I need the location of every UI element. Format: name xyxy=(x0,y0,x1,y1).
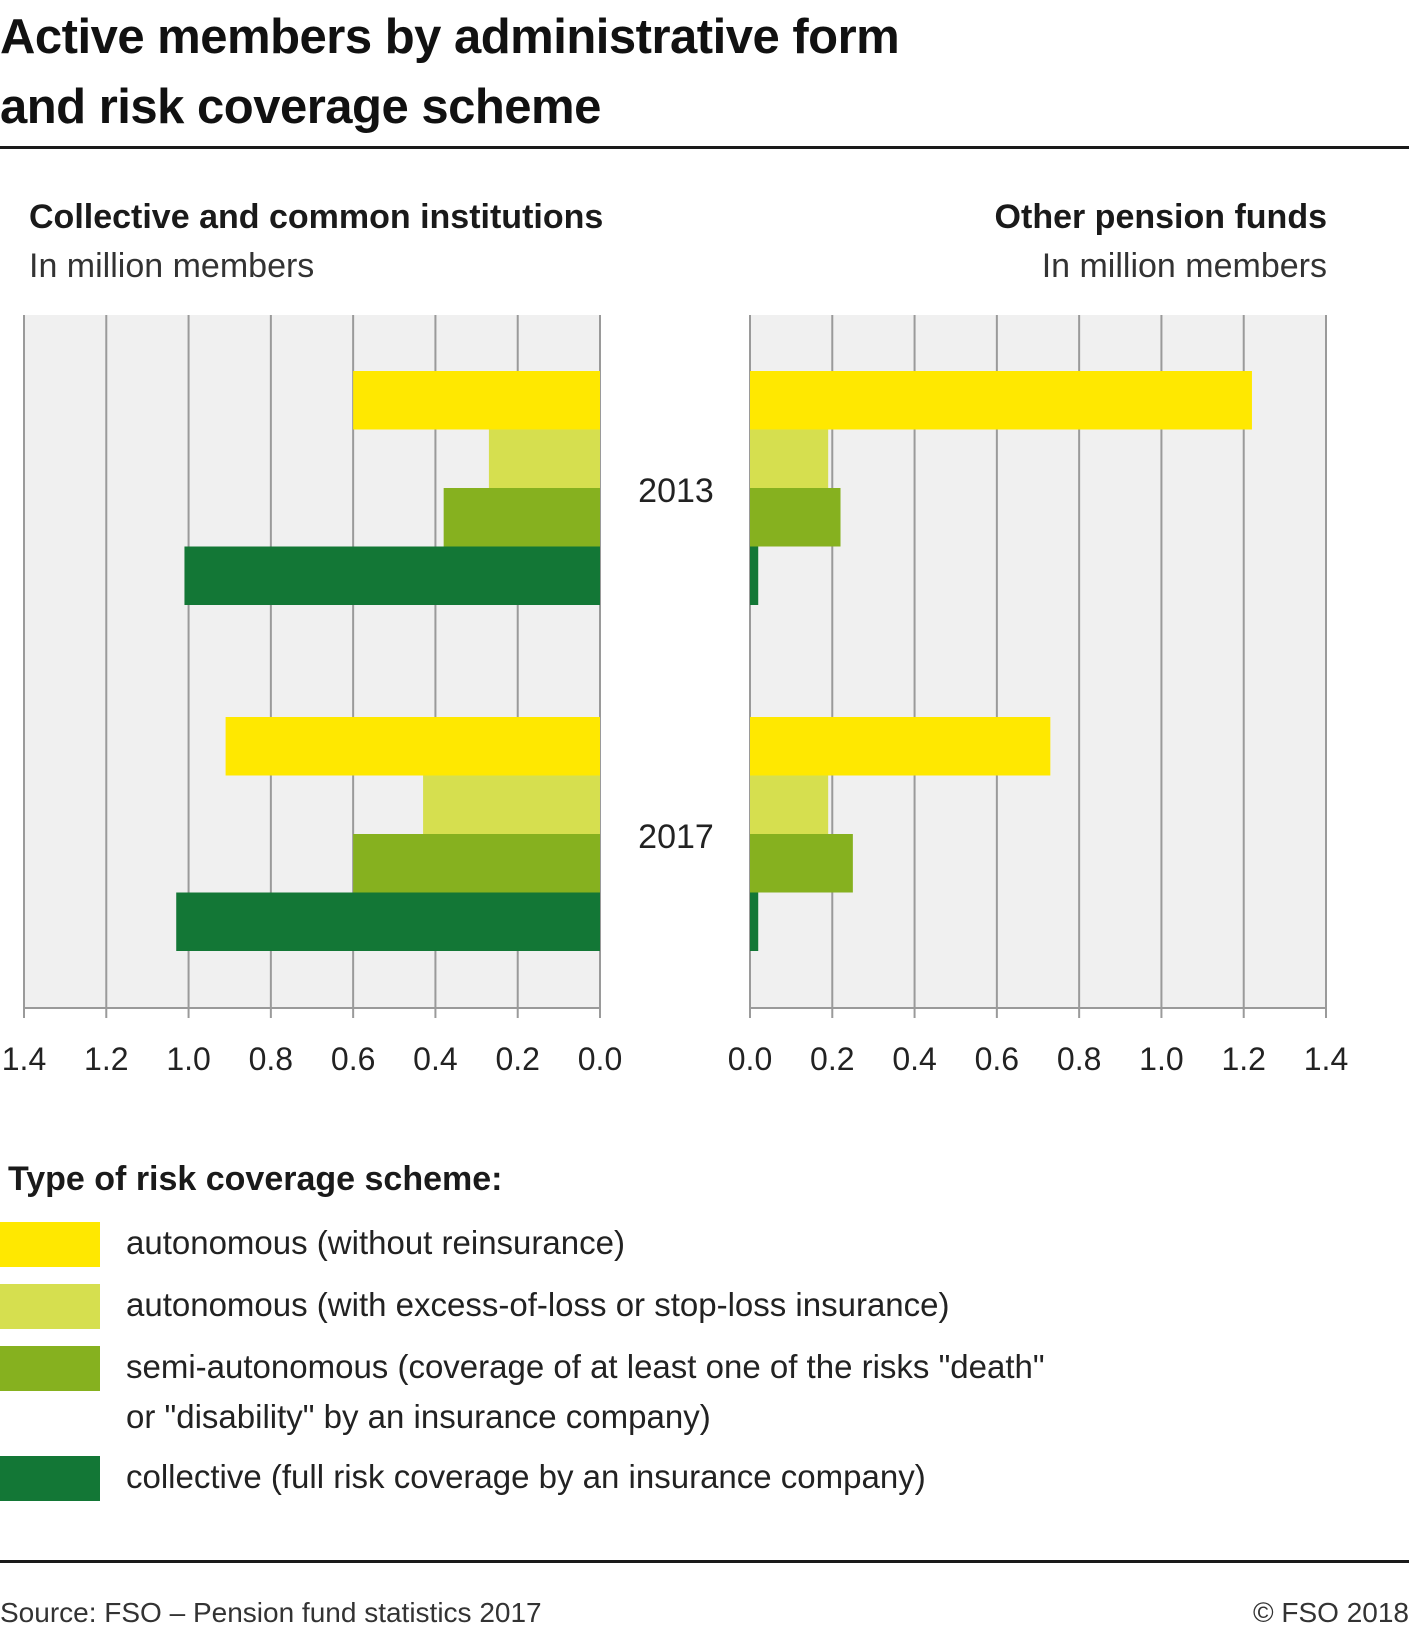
tick-label: 0.8 xyxy=(249,1041,293,1077)
legend-swatch xyxy=(0,1284,100,1329)
tick-label: 0.4 xyxy=(413,1041,457,1077)
legend-label: autonomous (without reinsurance) xyxy=(126,1218,1326,1268)
category-label: 2013 xyxy=(638,472,714,510)
bar xyxy=(176,892,600,951)
legend-label: semi-autonomous (coverage of at least on… xyxy=(126,1342,1326,1442)
legend-label-line: autonomous (with excess-of-loss or stop-… xyxy=(126,1286,950,1323)
legend-swatch xyxy=(0,1222,100,1267)
tick-label: 0.0 xyxy=(728,1041,772,1077)
tick-label: 1.4 xyxy=(1304,1041,1348,1077)
legend-label-line: autonomous (without reinsurance) xyxy=(126,1224,625,1261)
legend-label-line: collective (full risk coverage by an ins… xyxy=(126,1458,926,1495)
tick-label: 0.6 xyxy=(975,1041,1019,1077)
bar-chart: 1.4 1.2 1.0 0.8 0.6 0.4 0.2 0.0 0.0 0.2 0.4 0.6 0.8 1… xyxy=(2,315,1348,1077)
bar xyxy=(184,546,600,605)
bar xyxy=(750,834,853,893)
left-panel-title: Collective and common institutions xyxy=(29,198,604,236)
bar xyxy=(750,371,1252,430)
tick-label: 1.2 xyxy=(84,1041,128,1077)
bar xyxy=(750,892,759,951)
bar xyxy=(353,371,600,430)
legend-label: collective (full risk coverage by an ins… xyxy=(126,1452,1326,1502)
chart-title: Active members by administrative form an… xyxy=(0,2,1360,142)
bar xyxy=(443,488,600,547)
bar xyxy=(353,834,600,893)
title-divider xyxy=(0,146,1409,149)
tick-label: 0.6 xyxy=(331,1041,375,1077)
right-panel-unit: In million members xyxy=(1041,247,1327,285)
bar xyxy=(750,775,829,834)
category-label: 2017 xyxy=(638,818,714,856)
right-panel-title: Other pension funds xyxy=(994,198,1327,236)
legend-label: autonomous (with excess-of-loss or stop-… xyxy=(126,1280,1326,1330)
tick-label: 1.0 xyxy=(166,1041,210,1077)
tick-label: 1.2 xyxy=(1221,1041,1265,1077)
bar xyxy=(750,488,841,547)
tick-label: 1.4 xyxy=(2,1041,46,1077)
bar xyxy=(225,717,600,776)
bar xyxy=(488,429,600,488)
legend-swatch xyxy=(0,1456,100,1501)
left-panel-unit: In million members xyxy=(29,247,315,285)
right-panel: 0.0 0.2 0.4 0.6 0.8 1.0 1.2 1.4 xyxy=(728,315,1348,1077)
bar xyxy=(750,717,1051,776)
legend-label-line: or "disability" by an insurance company) xyxy=(126,1398,711,1435)
copyright-note: © FSO 2018 xyxy=(1252,1597,1409,1628)
bar xyxy=(423,775,600,834)
left-panel: 1.4 1.2 1.0 0.8 0.6 0.4 0.2 0.0 xyxy=(2,315,622,1077)
chart-title-line-1: Active members by administrative form xyxy=(0,10,900,64)
footer-divider xyxy=(0,1560,1409,1563)
legend-swatch xyxy=(0,1346,100,1391)
legend-label-line: semi-autonomous (coverage of at least on… xyxy=(126,1348,1045,1385)
tick-label: 0.8 xyxy=(1057,1041,1101,1077)
bar xyxy=(750,429,829,488)
tick-label: 0.2 xyxy=(810,1041,854,1077)
tick-label: 0.4 xyxy=(892,1041,936,1077)
legend-title: Type of risk coverage scheme: xyxy=(8,1160,503,1198)
tick-label: 0.0 xyxy=(578,1041,622,1077)
source-note: Source: FSO – Pension fund statistics 20… xyxy=(0,1597,542,1628)
tick-label: 0.2 xyxy=(495,1041,539,1077)
chart-title-line-2: and risk coverage scheme xyxy=(0,80,601,134)
tick-label: 1.0 xyxy=(1139,1041,1183,1077)
bar xyxy=(750,546,759,605)
